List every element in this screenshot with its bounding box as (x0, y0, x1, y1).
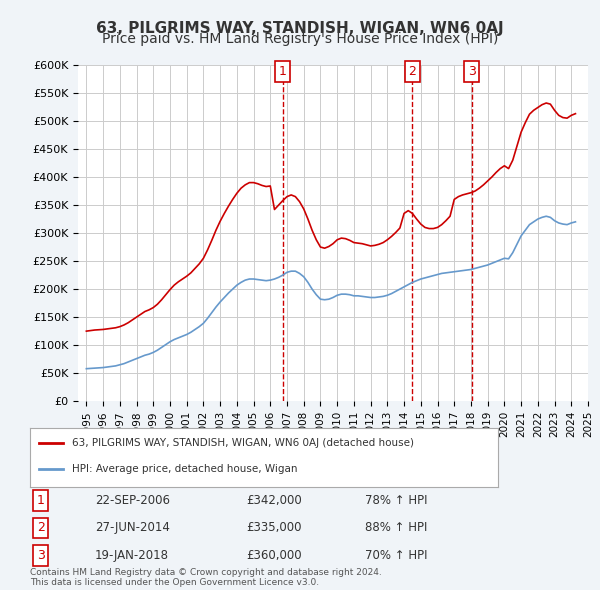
Text: 22-SEP-2006: 22-SEP-2006 (95, 494, 170, 507)
Text: 2: 2 (409, 65, 416, 78)
Text: Contains HM Land Registry data © Crown copyright and database right 2024.
This d: Contains HM Land Registry data © Crown c… (30, 568, 382, 587)
Text: 70% ↑ HPI: 70% ↑ HPI (365, 549, 427, 562)
Text: £335,000: £335,000 (246, 522, 302, 535)
Text: 27-JUN-2014: 27-JUN-2014 (95, 522, 170, 535)
Text: 63, PILGRIMS WAY, STANDISH, WIGAN, WN6 0AJ (detached house): 63, PILGRIMS WAY, STANDISH, WIGAN, WN6 0… (72, 438, 414, 447)
Text: £342,000: £342,000 (246, 494, 302, 507)
Text: 1: 1 (278, 65, 286, 78)
Text: HPI: Average price, detached house, Wigan: HPI: Average price, detached house, Wiga… (72, 464, 298, 474)
Text: 78% ↑ HPI: 78% ↑ HPI (365, 494, 427, 507)
Text: 63, PILGRIMS WAY, STANDISH, WIGAN, WN6 0AJ: 63, PILGRIMS WAY, STANDISH, WIGAN, WN6 0… (96, 21, 504, 35)
Text: 88% ↑ HPI: 88% ↑ HPI (365, 522, 427, 535)
Text: 3: 3 (468, 65, 476, 78)
Text: £360,000: £360,000 (246, 549, 302, 562)
Text: 3: 3 (37, 549, 45, 562)
Text: Price paid vs. HM Land Registry's House Price Index (HPI): Price paid vs. HM Land Registry's House … (102, 32, 498, 47)
Text: 19-JAN-2018: 19-JAN-2018 (95, 549, 169, 562)
Text: 2: 2 (37, 522, 45, 535)
Text: 1: 1 (37, 494, 45, 507)
